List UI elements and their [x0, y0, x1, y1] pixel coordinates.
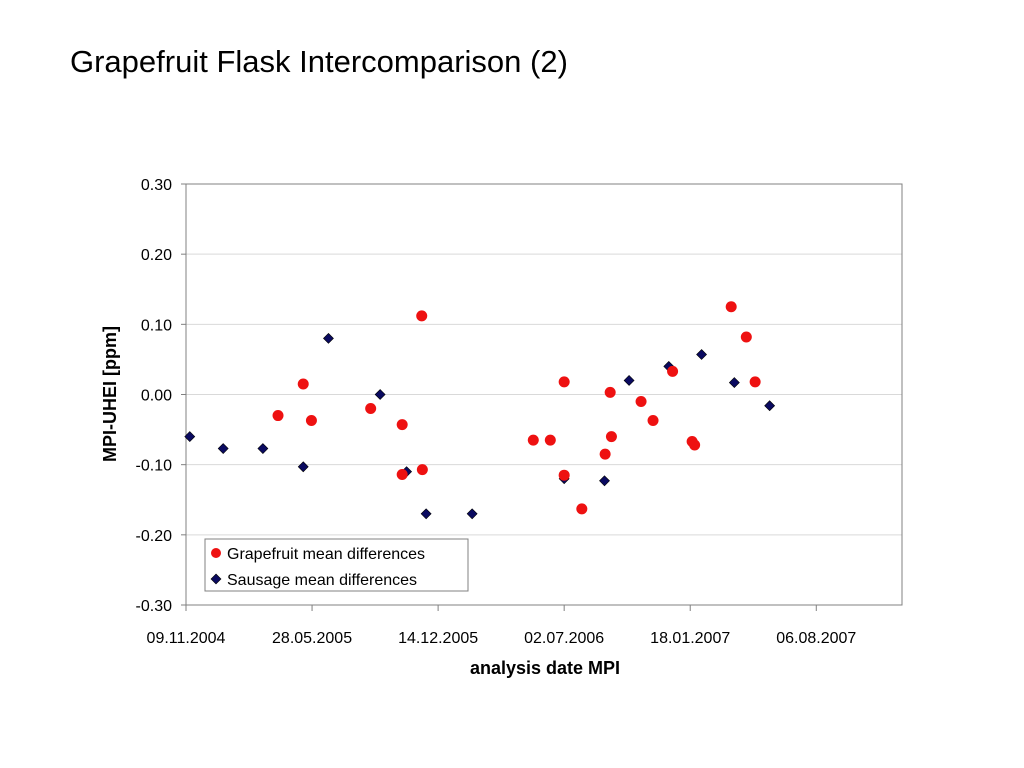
- grapefruit-point: [365, 403, 377, 415]
- sausage-point: [184, 431, 196, 443]
- x-tick-label: 28.05.2005: [272, 630, 352, 647]
- series-grapefruit-mean-differences: [272, 301, 761, 515]
- legend-sausage-marker: [210, 573, 222, 585]
- sausage-point: [764, 400, 776, 412]
- legend-sausage-label: Sausage mean differences: [227, 572, 417, 589]
- sausage-point: [623, 375, 635, 386]
- grapefruit-point: [297, 378, 309, 390]
- y-tick-label: 0.30: [141, 177, 172, 194]
- x-axis: 09.11.2004 28.05.2005 14.12.2005 02.07.2006…: [147, 605, 856, 647]
- x-tick-label: 02.07.2006: [524, 630, 604, 647]
- grapefruit-point: [558, 376, 570, 388]
- y-axis-title: MPI-UHEI [ppm]: [100, 326, 120, 462]
- slide-title: Grapefruit Flask Intercomparison (2): [70, 44, 568, 79]
- legend-box: [204, 538, 469, 592]
- sausage-point: [466, 508, 478, 520]
- sausage-point: [297, 461, 309, 473]
- x-axis-title: analysis date MPI: [470, 658, 620, 678]
- sausage-point: [420, 508, 432, 520]
- grapefruit-point: [749, 376, 761, 388]
- sausage-point: [323, 332, 334, 344]
- legend-grapefruit-label: Grapefruit mean differences: [227, 546, 425, 563]
- grapefruit-point: [527, 434, 539, 446]
- y-tick-label: 0.10: [141, 317, 172, 334]
- sausage-point: [217, 443, 229, 454]
- grapefruit-point: [272, 410, 284, 422]
- series-sausage-mean-differences: [184, 332, 776, 520]
- grapefruit-point: [725, 301, 737, 313]
- legend: Grapefruit mean differences Sausage mean…: [204, 538, 469, 592]
- sausage-point: [696, 349, 707, 360]
- y-axis: 0.30 0.20 0.10 0.00 -0.10 -0.20 -0.30: [136, 177, 186, 615]
- x-tick-label: 06.08.2007: [776, 630, 856, 647]
- x-tick-label: 14.12.2005: [398, 630, 478, 647]
- grapefruit-point: [647, 414, 659, 426]
- legend-grapefruit-marker: [211, 548, 221, 558]
- grapefruit-point: [604, 386, 616, 398]
- grapefruit-point: [558, 469, 570, 481]
- grapefruit-point: [689, 439, 701, 451]
- grapefruit-point: [416, 310, 428, 322]
- grapefruit-point: [396, 468, 408, 480]
- x-tick-label: 09.11.2004: [147, 630, 226, 647]
- y-tick-label: -0.30: [136, 598, 173, 615]
- grapefruit-point: [667, 365, 679, 377]
- grapefruit-point: [416, 464, 428, 476]
- sausage-point: [257, 443, 269, 454]
- grapefruit-point: [396, 419, 408, 431]
- sausage-point: [374, 389, 386, 400]
- y-tick-label: -0.20: [136, 528, 173, 545]
- grapefruit-point: [740, 331, 752, 343]
- sausage-point: [728, 377, 740, 388]
- gridlines: [186, 253, 902, 536]
- x-tick-label: 18.01.2007: [650, 630, 730, 647]
- grapefruit-point: [635, 396, 647, 408]
- grapefruit-point: [305, 414, 317, 426]
- grapefruit-point: [599, 448, 611, 460]
- y-tick-label: 0.20: [141, 247, 172, 264]
- grapefruit-point: [605, 431, 617, 443]
- y-tick-label: -0.10: [136, 458, 173, 475]
- grapefruit-point: [576, 503, 588, 515]
- grapefruit-point: [544, 434, 556, 446]
- sausage-point: [599, 475, 610, 487]
- y-tick-label: 0.00: [141, 388, 172, 405]
